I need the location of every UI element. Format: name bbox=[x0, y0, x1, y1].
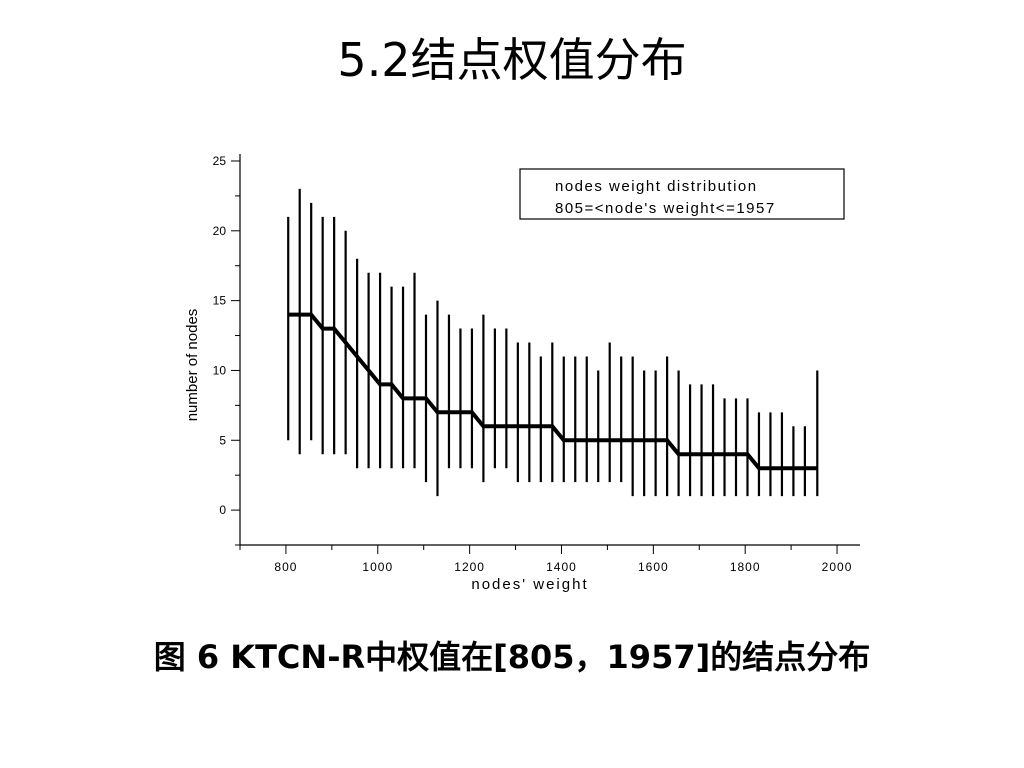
weight-distribution-chart: 0 5 10 15 20 25 800 1000 1200 1400 1600 1800 2000 no… bbox=[184, 154, 860, 593]
legend-entry: 805=<node's weight<=1957 bbox=[555, 200, 776, 217]
y-axis-label: number of nodes bbox=[184, 309, 201, 422]
y-tick-label: 20 bbox=[213, 224, 227, 238]
y-tick-label: 15 bbox=[213, 294, 227, 308]
chart-legend: nodes weight distribution 805=<node's wei… bbox=[519, 168, 845, 220]
legend-entry: nodes weight distribution bbox=[555, 178, 758, 195]
plot-area bbox=[287, 188, 819, 497]
y-tick-label: 0 bbox=[219, 503, 226, 517]
chart-axes: 0 5 10 15 20 25 800 1000 1200 1400 1600 1800 2000 bbox=[213, 154, 860, 574]
y-tick-label: 10 bbox=[213, 363, 227, 377]
y-tick-label: 5 bbox=[219, 433, 226, 447]
x-tick-label: 1200 bbox=[454, 560, 485, 574]
x-tick-label: 800 bbox=[274, 560, 297, 574]
x-tick-label: 1800 bbox=[730, 560, 761, 574]
figure-caption: 图 6 KTCN-R中权值在[805，1957]的结点分布 bbox=[153, 638, 871, 676]
x-axis-label: nodes' weight bbox=[471, 576, 588, 593]
x-tick-label: 1600 bbox=[638, 560, 669, 574]
slide-title: 5.2结点权值分布 bbox=[337, 33, 687, 87]
x-tick-label: 1400 bbox=[546, 560, 577, 574]
series-line bbox=[288, 312, 818, 471]
y-tick-label: 25 bbox=[213, 154, 227, 168]
x-tick-label: 2000 bbox=[822, 560, 853, 574]
legend-box bbox=[519, 168, 845, 220]
x-tick-label: 1000 bbox=[362, 560, 393, 574]
